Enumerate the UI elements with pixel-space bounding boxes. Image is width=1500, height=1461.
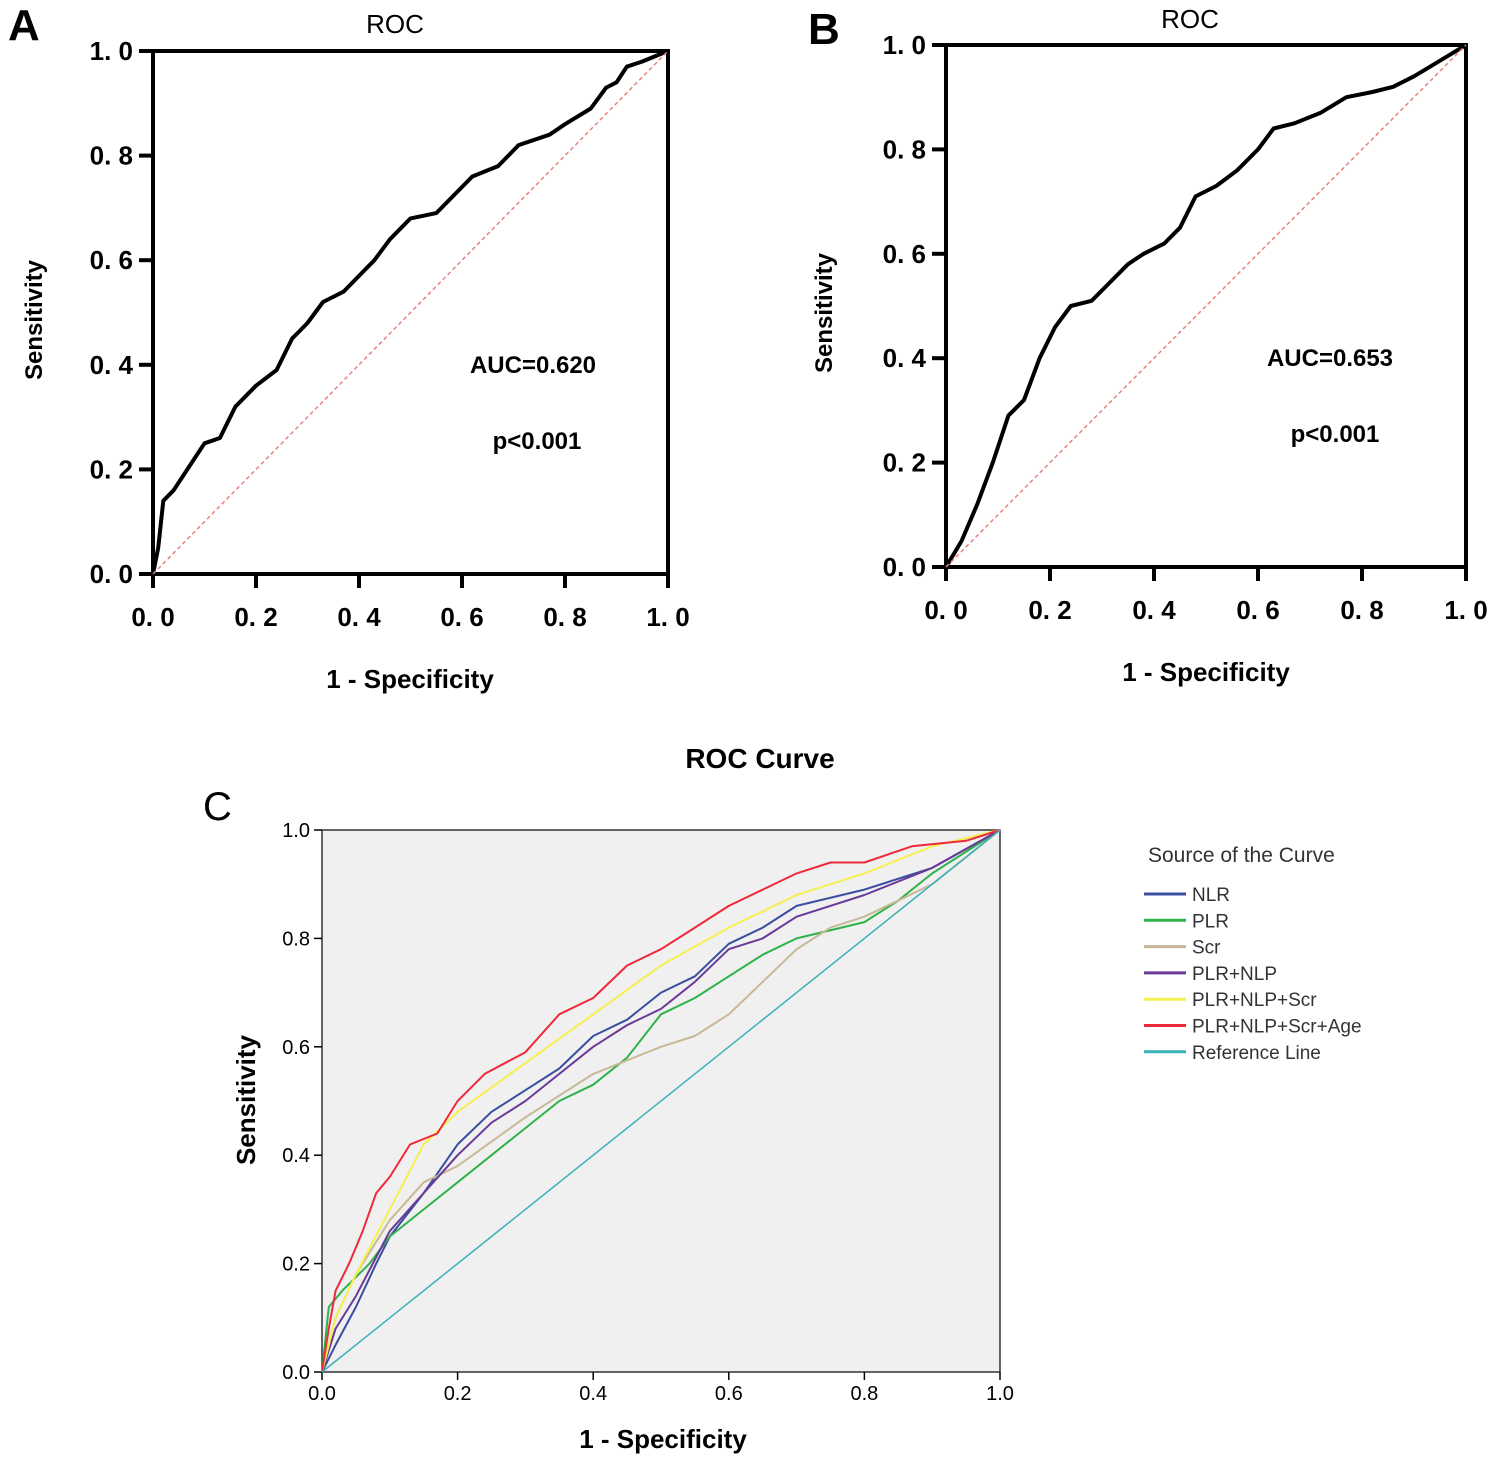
y-tick-label: 0. 4 [90, 350, 134, 380]
x-tick-label: 0. 8 [543, 602, 586, 632]
y-tick-label: 0.2 [282, 1254, 310, 1276]
y-tick-label: 0.8 [282, 928, 310, 950]
x-axis-label: 1 - Specificity [1122, 657, 1290, 687]
legend-title: Source of the Curve [1148, 844, 1335, 867]
series-roc [151, 49, 669, 575]
panel-label: C [203, 785, 232, 829]
panel-label: A [8, 1, 40, 50]
x-tick-label: 1. 0 [1444, 595, 1487, 625]
legend-item: PLR+NLP+Scr [1192, 990, 1317, 1011]
y-tick-label: 0. 4 [883, 343, 927, 373]
x-tick-label: 0.0 [308, 1383, 336, 1405]
series-reference-line [321, 829, 1001, 1373]
series-plr [321, 829, 1001, 1373]
series-reference [945, 44, 1467, 568]
x-tick-label: 1. 0 [646, 602, 689, 632]
y-tick-label: 1. 0 [90, 36, 133, 66]
panel-b: B ROC 0. 0 0. 0 0. 2 0. 2 0. 4 0. 4 0. 6 0. 6 0. 8… [808, 4, 1488, 687]
y-tick-label: 0.0 [282, 1362, 310, 1384]
series-plr-nlp-scr-age [321, 829, 1001, 1373]
x-tick-label: 0.2 [444, 1383, 472, 1405]
panel-a: A ROC 0. 0 0. 0 0. 2 0. 2 0. 4 0. 4 0. 6 0. 6 0. 8… [8, 1, 690, 694]
x-tick-label: 0. 6 [440, 602, 483, 632]
series-plr-nlp-scr [321, 829, 1001, 1373]
legend-item: NLR [1192, 885, 1230, 906]
x-tick-label: 0. 4 [1132, 595, 1176, 625]
y-tick-label: 1.0 [282, 820, 310, 842]
series-scr [321, 829, 1001, 1373]
y-tick-label: 0. 2 [90, 454, 133, 484]
y-tick-label: 0. 0 [90, 559, 133, 589]
x-tick-label: 0.8 [850, 1383, 878, 1405]
y-axis-label: Sensitivity [231, 1034, 261, 1165]
y-tick-label: 0. 8 [883, 134, 926, 164]
x-axis-label: 1 - Specificity [326, 664, 494, 694]
y-tick-label: 0. 2 [883, 448, 926, 478]
panel-label: B [808, 5, 840, 54]
x-axis-label: 1 - Specificity [579, 1424, 747, 1454]
x-tick-label: 0. 8 [1340, 595, 1383, 625]
legend-item: PLR+NLP+Scr+Age [1192, 1017, 1362, 1038]
series-plr-nlp [321, 829, 1001, 1373]
plot-frame [944, 43, 1468, 569]
y-tick-label: 0. 6 [90, 245, 133, 275]
annotation: p<0.001 [1291, 421, 1380, 448]
y-tick-label: 0. 6 [883, 239, 926, 269]
x-tick-label: 0. 6 [1236, 595, 1279, 625]
chart-title: ROC Curve [685, 743, 834, 774]
y-tick-label: 0.4 [282, 1145, 310, 1167]
plot-frame [151, 49, 670, 576]
x-tick-label: 1.0 [986, 1383, 1014, 1405]
annotation: AUC=0.653 [1267, 345, 1393, 372]
y-tick-label: 1. 0 [883, 30, 926, 60]
legend-item: Reference Line [1192, 1043, 1321, 1064]
legend: Source of the Curve NLR PLR Scr PLR+NLP PLR+N… [1144, 844, 1362, 1064]
legend-item: PLR [1192, 911, 1229, 932]
x-tick-label: 0. 0 [131, 602, 174, 632]
annotation: AUC=0.620 [470, 352, 596, 379]
legend-item: Scr [1192, 938, 1221, 959]
series-roc [944, 43, 1468, 569]
x-tick-label: 0.4 [579, 1383, 607, 1405]
x-tick-label: 0. 2 [234, 602, 277, 632]
y-axis-label: Sensitivity [21, 259, 48, 380]
legend-item: PLR+NLP [1192, 964, 1277, 985]
annotation: p<0.001 [493, 428, 582, 455]
series-nlr [321, 829, 1001, 1373]
chart-title: ROC [366, 9, 424, 39]
y-tick-label: 0. 0 [883, 552, 926, 582]
y-axis-label: Sensitivity [811, 252, 838, 373]
y-tick-label: 0. 8 [90, 141, 133, 171]
x-tick-label: 0. 2 [1028, 595, 1071, 625]
y-tick-label: 0.6 [282, 1037, 310, 1059]
x-tick-label: 0. 0 [924, 595, 967, 625]
series-reference [152, 50, 669, 575]
panel-c: C ROC Curve 0.00.0 0.2 0.2 0.4 0.4 0.6 0.6 0.8 0.8… [203, 743, 1362, 1454]
x-tick-label: 0. 4 [337, 602, 381, 632]
x-tick-label: 0.6 [715, 1383, 743, 1405]
chart-title: ROC [1161, 4, 1219, 34]
